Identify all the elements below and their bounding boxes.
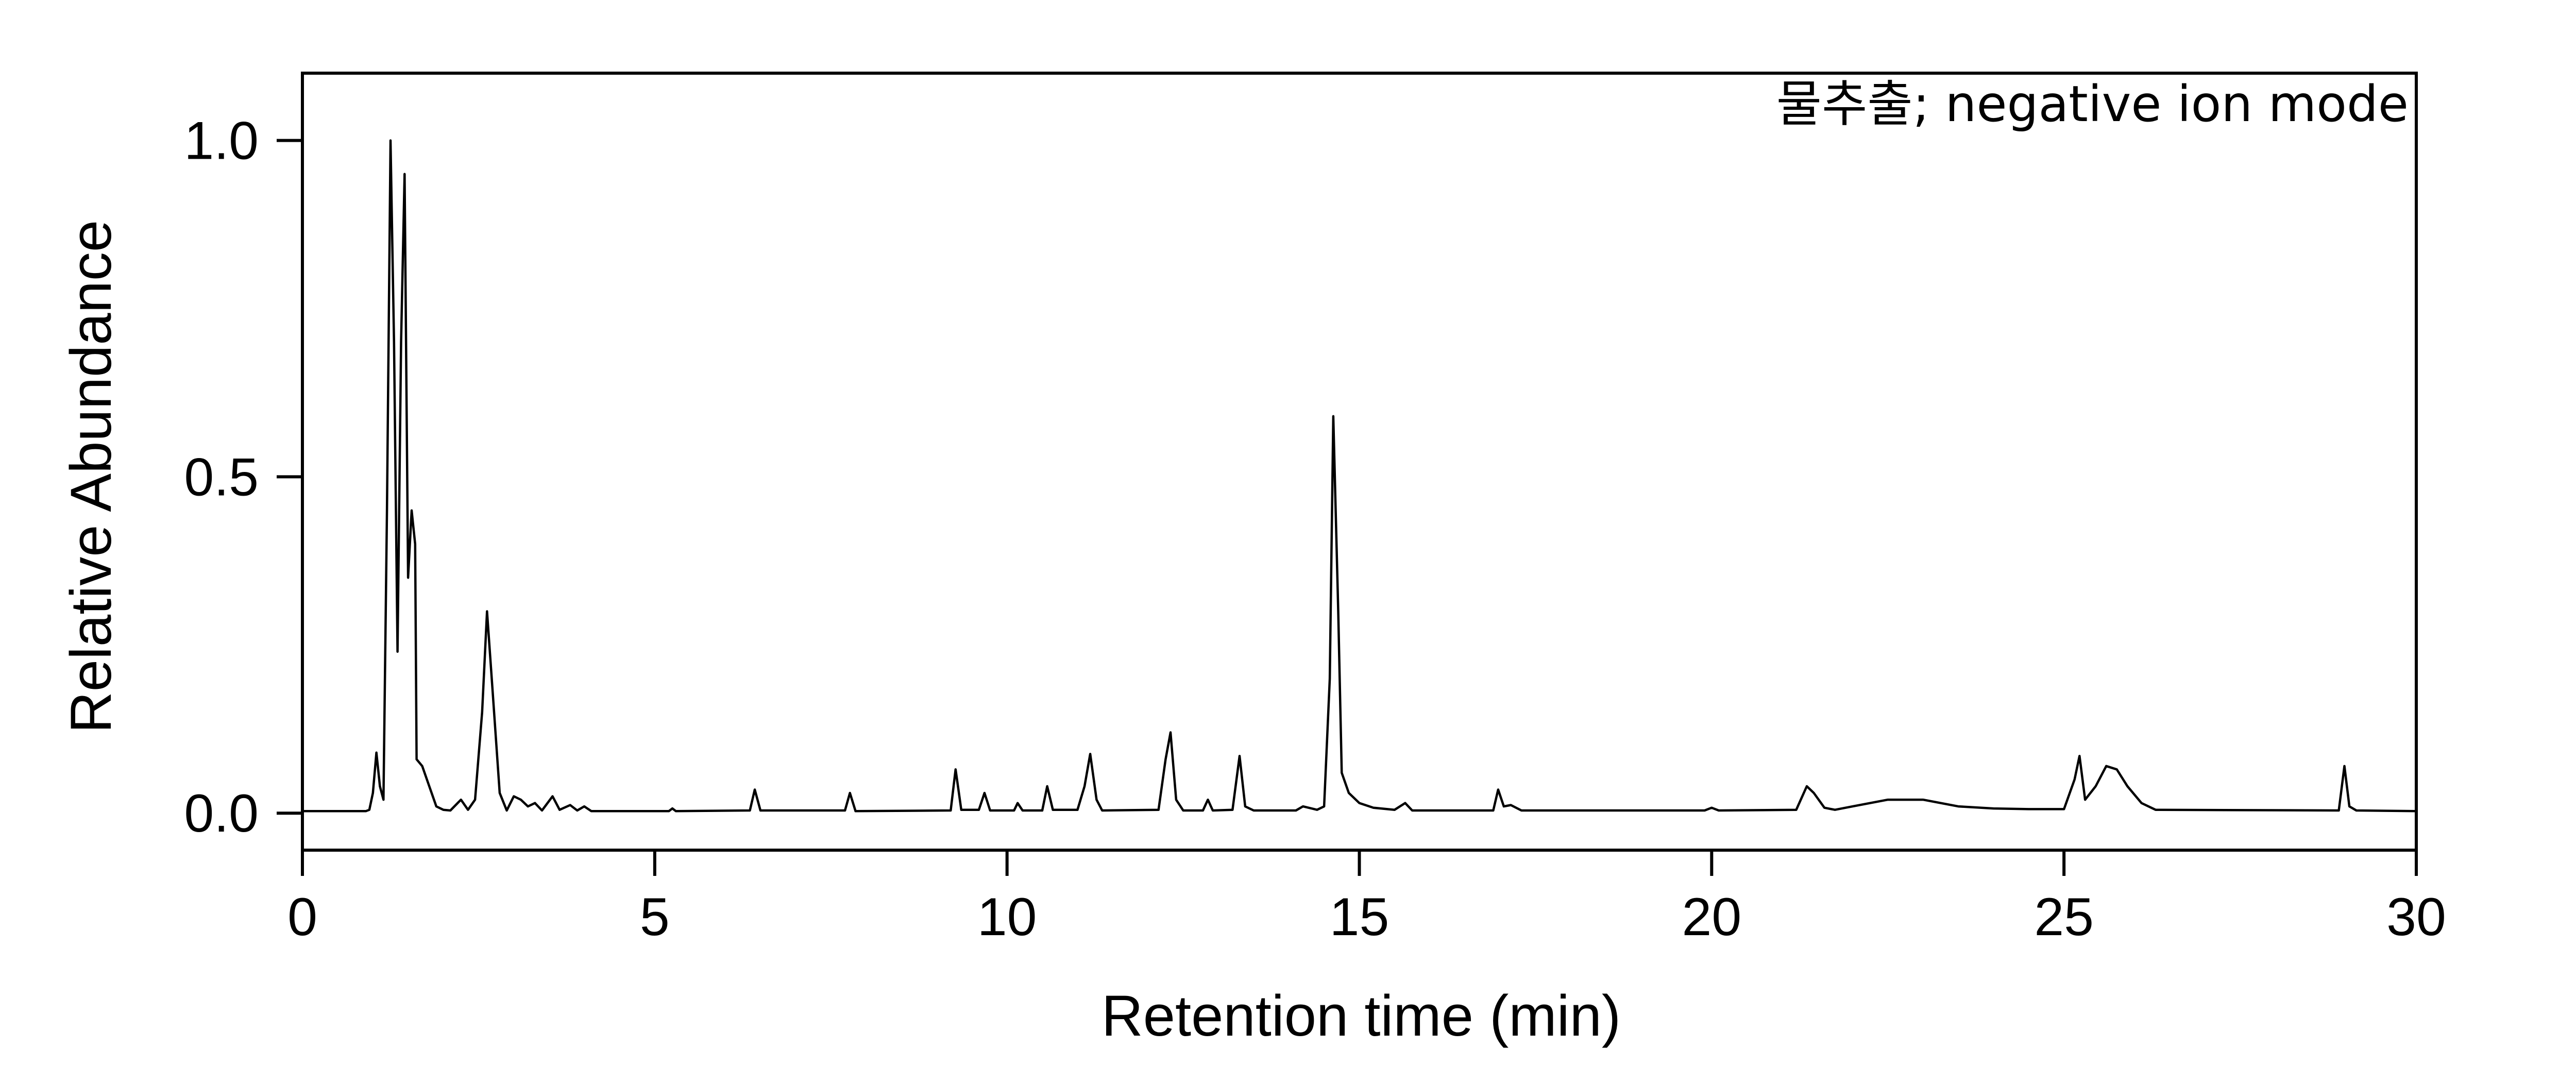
y-tick-label: 0.0 — [184, 784, 259, 843]
x-tick-label: 15 — [1330, 887, 1389, 947]
x-tick-label: 20 — [1682, 887, 1741, 947]
x-tick-label: 30 — [2386, 887, 2446, 947]
y-tick-label: 0.5 — [184, 447, 259, 507]
plot-frame — [301, 72, 2418, 852]
y-tick-label: 1.0 — [184, 111, 259, 171]
chart-annotation: 물추출; negative ion mode — [1776, 75, 2409, 133]
x-tick-label: 0 — [287, 887, 317, 947]
y-axis-title: Relative Abundance — [59, 220, 123, 733]
axis-labels: 0 5 10 15 20 25 30 0.0 0.5 1.0 — [184, 111, 2446, 947]
x-axis-title: Retention time (min) — [1101, 984, 1621, 1048]
axes — [277, 72, 2418, 876]
x-tick-label: 5 — [640, 887, 670, 947]
chromatogram-trace — [302, 139, 2417, 813]
x-tick-label: 25 — [2034, 887, 2094, 947]
x-tick-label: 10 — [977, 887, 1037, 947]
